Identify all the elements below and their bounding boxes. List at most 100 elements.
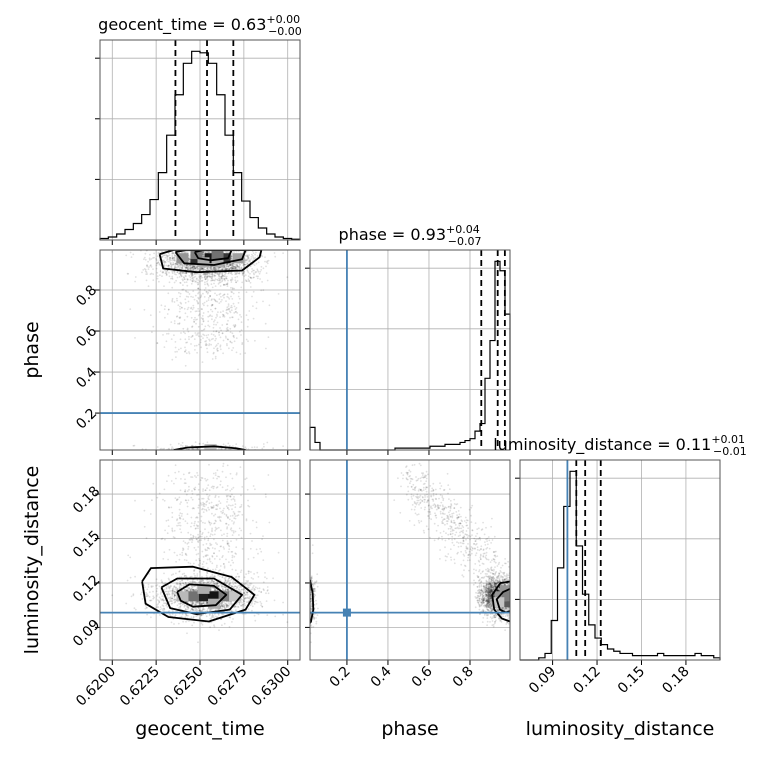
sample-point	[255, 275, 258, 278]
sample-point	[245, 582, 248, 584]
sample-point	[220, 545, 223, 548]
sample-point	[174, 265, 176, 268]
sample-point	[182, 276, 185, 278]
sample-point	[197, 287, 200, 290]
sample-point	[227, 507, 229, 509]
sample-point	[239, 353, 242, 355]
sample-point	[189, 267, 192, 270]
sample-point	[146, 613, 149, 616]
sample-point	[202, 268, 204, 270]
sample-point	[171, 511, 174, 514]
sample-point	[177, 470, 180, 473]
sample-point	[181, 579, 184, 582]
sample-point	[247, 260, 250, 263]
sample-point	[235, 538, 238, 541]
sample-point	[229, 272, 232, 274]
sample-point	[171, 286, 174, 289]
sample-point	[206, 275, 209, 278]
sample-point	[146, 265, 149, 268]
sample-point	[171, 530, 174, 533]
sample-point	[170, 599, 172, 602]
sample-point	[166, 593, 169, 596]
sample-point	[213, 625, 216, 628]
sample-point	[207, 581, 210, 584]
sample-point	[244, 604, 247, 607]
sample-point	[247, 271, 250, 274]
sample-point	[148, 266, 150, 268]
sample-point	[234, 271, 237, 274]
sample-point	[180, 271, 183, 273]
sample-point	[211, 614, 214, 617]
sample-point	[188, 266, 190, 269]
sample-point	[178, 496, 181, 499]
sample-point	[231, 581, 234, 583]
sample-point	[192, 570, 195, 572]
sample-point	[192, 304, 195, 307]
sample-point	[185, 264, 188, 267]
sample-point	[202, 560, 205, 563]
sample-point	[188, 264, 191, 267]
sample-point	[246, 325, 249, 328]
sample-point	[180, 615, 183, 618]
sample-point	[223, 605, 226, 607]
sample-point	[189, 268, 191, 271]
sample-point	[190, 607, 193, 609]
sample-point	[202, 251, 205, 254]
sample-point	[246, 583, 249, 586]
sample-point	[192, 601, 195, 604]
sample-point	[272, 447, 274, 450]
sample-point	[219, 311, 222, 314]
sample-point	[195, 280, 197, 283]
sample-point	[257, 261, 260, 264]
sample-point	[252, 269, 255, 272]
sample-point	[247, 275, 250, 278]
sample-point	[160, 447, 163, 450]
sample-point	[226, 540, 229, 542]
sample-point	[216, 543, 219, 546]
sample-point	[224, 589, 227, 591]
sample-point	[179, 582, 182, 585]
sample-point	[211, 573, 214, 576]
sample-point	[166, 597, 169, 600]
sample-point	[218, 278, 221, 281]
sample-point	[181, 265, 184, 268]
sample-point	[161, 537, 164, 540]
sample-point	[200, 520, 203, 522]
sample-point	[238, 589, 241, 591]
sample-point	[212, 279, 215, 282]
sample-point	[223, 565, 226, 568]
sample-point	[227, 305, 230, 307]
sample-point	[152, 257, 154, 259]
sample-point	[173, 551, 176, 554]
sample-point	[191, 266, 194, 269]
sample-point	[148, 591, 151, 593]
sample-point	[206, 601, 208, 604]
sample-point	[210, 501, 213, 504]
sample-point	[228, 582, 231, 585]
sample-point	[197, 273, 200, 275]
sample-point	[246, 280, 248, 282]
sample-point	[205, 555, 208, 557]
sample-point	[174, 594, 176, 597]
sample-point	[200, 622, 203, 625]
sample-point	[199, 288, 202, 291]
sample-point	[229, 495, 232, 498]
sample-point	[193, 345, 196, 347]
sample-point	[190, 336, 193, 338]
sample-point	[207, 537, 210, 540]
sample-point	[198, 558, 201, 560]
sample-point	[210, 507, 213, 510]
sample-point	[171, 587, 174, 590]
sample-point	[232, 265, 234, 268]
sample-point	[241, 342, 244, 344]
sample-point	[226, 268, 229, 270]
sample-point	[182, 327, 185, 330]
sample-point	[217, 584, 220, 587]
sample-point	[190, 343, 192, 345]
sample-point	[211, 506, 213, 509]
sample-point	[226, 293, 229, 296]
sample-point	[249, 596, 251, 599]
sample-point	[193, 487, 195, 490]
sample-point	[197, 291, 200, 294]
sample-point	[267, 259, 270, 262]
